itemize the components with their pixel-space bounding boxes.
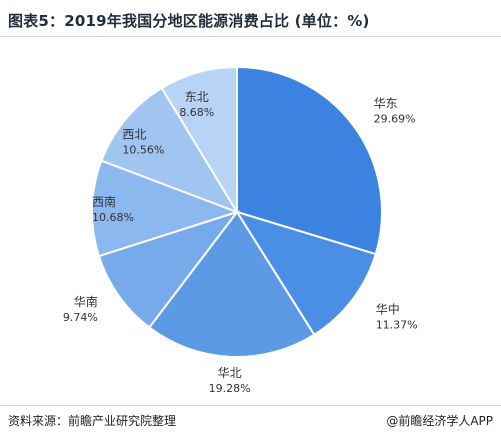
slice-label-7: 东北 — [185, 90, 209, 104]
pie-slice-5 — [91, 159, 241, 258]
slice-label-6: 西北 — [122, 128, 146, 142]
title-divider — [0, 36, 501, 37]
slice-label-2: 华中 — [376, 301, 400, 316]
slice-value-4: 9.74% — [63, 311, 98, 324]
slice-label-4: 华南 — [74, 294, 98, 309]
pie-slice-1 — [236, 65, 383, 256]
pie-slice-6 — [100, 86, 240, 214]
slice-label-3: 华北 — [218, 366, 242, 380]
chart-title: 图表5：2019年我国分地区能源消费占比 (单位：%) — [8, 12, 370, 30]
slice-value-3: 19.28% — [209, 382, 251, 395]
slice-value-5: 10.68% — [92, 211, 134, 224]
pie-slice-7 — [160, 65, 238, 216]
footer-divider — [0, 405, 501, 406]
slice-label-1: 华东 — [374, 97, 398, 111]
source-note: 资料来源：前瞻产业研究院整理 — [8, 414, 177, 428]
pie-labels: 华东 29.69% 华中 11.37% 华北 19.28% 华南 9.74% 西南 10.68% 西… — [63, 90, 418, 395]
credit-note: @前瞻经济学人APP — [386, 414, 493, 428]
pie-slice-2 — [234, 210, 377, 337]
pie-slice-3 — [147, 210, 316, 358]
slice-label-5: 西南 — [92, 194, 116, 209]
slice-value-2: 11.37% — [376, 318, 418, 331]
slice-value-7: 8.68% — [179, 106, 214, 119]
pie-slices — [91, 65, 383, 358]
pie-slice-4 — [97, 210, 240, 329]
slice-value-6: 10.56% — [122, 144, 164, 157]
slice-value-1: 29.69% — [374, 113, 416, 126]
